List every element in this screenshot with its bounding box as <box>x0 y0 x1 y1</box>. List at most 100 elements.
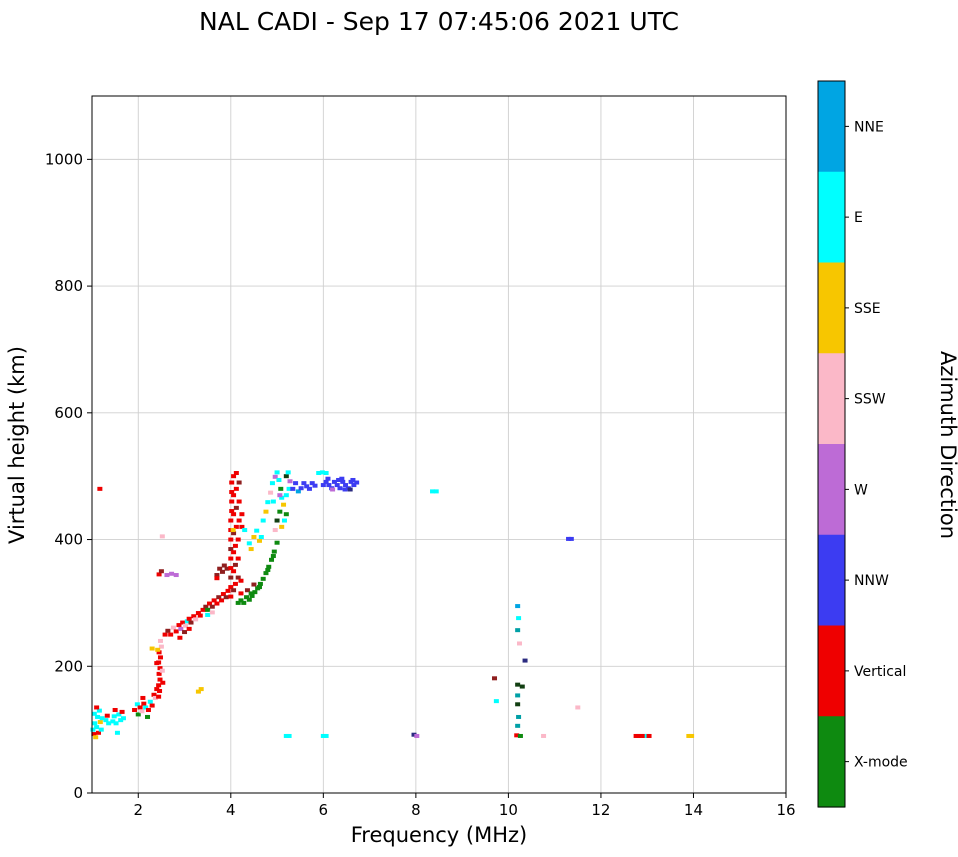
data-point <box>270 499 276 504</box>
data-point <box>295 489 301 494</box>
data-point <box>242 528 248 533</box>
colorbar: NNE E SSE SSW W NNW Vertical X-mode <box>817 80 908 808</box>
data-point <box>522 658 528 663</box>
data-point <box>568 536 574 541</box>
data-point <box>229 499 235 504</box>
data-point <box>277 493 283 498</box>
data-point <box>98 727 104 732</box>
data-point <box>91 711 97 716</box>
data-point <box>281 502 287 507</box>
colorbar-band <box>818 353 845 445</box>
data-point <box>248 547 254 552</box>
data-point <box>287 479 293 484</box>
data-point <box>209 604 215 609</box>
data-point <box>135 712 141 717</box>
data-point <box>230 528 236 533</box>
data-point <box>95 714 101 719</box>
data-point <box>141 701 147 706</box>
data-point <box>95 730 101 735</box>
data-point <box>306 486 312 491</box>
data-point <box>515 693 521 698</box>
data-point <box>283 733 289 738</box>
data-point <box>157 666 163 671</box>
data-point <box>304 484 310 489</box>
data-point <box>143 705 149 710</box>
data-point <box>433 489 439 494</box>
colorbar-band <box>818 262 845 354</box>
data-point <box>254 528 260 533</box>
data-point <box>231 550 237 555</box>
data-point <box>145 714 151 719</box>
data-point <box>251 535 257 540</box>
data-point <box>517 733 523 738</box>
data-point <box>646 733 652 738</box>
data-point <box>112 707 118 712</box>
data-point <box>228 547 234 552</box>
data-point <box>214 573 220 578</box>
data-point <box>414 733 420 738</box>
data-point <box>263 509 269 514</box>
data-point <box>283 474 289 479</box>
y-tick-label: 0 <box>73 784 83 802</box>
data-point <box>246 541 252 546</box>
data-point <box>290 486 296 491</box>
x-axis-label: Frequency (MHz) <box>351 823 527 847</box>
data-point <box>203 604 209 609</box>
data-point <box>97 720 103 725</box>
grid-layer <box>92 96 787 794</box>
data-point <box>158 569 164 574</box>
data-point <box>219 598 225 603</box>
data-point <box>228 594 234 599</box>
data-point <box>270 554 276 559</box>
data-point <box>265 567 271 572</box>
data-point <box>541 733 547 738</box>
data-point <box>566 536 572 541</box>
data-point <box>633 733 639 738</box>
data-point <box>301 481 307 486</box>
data-point <box>162 632 168 637</box>
data-point <box>228 585 234 590</box>
data-point <box>331 479 337 484</box>
data-point <box>182 630 188 635</box>
data-point <box>238 591 244 596</box>
data-point <box>272 528 278 533</box>
data-point <box>180 620 186 625</box>
data-point <box>205 607 211 612</box>
data-point <box>575 705 581 710</box>
data-point <box>238 578 244 583</box>
data-point <box>278 486 284 491</box>
legend-entry-label: NNE <box>854 119 884 135</box>
data-point <box>225 588 231 593</box>
data-point <box>217 566 223 571</box>
data-point <box>274 470 280 475</box>
data-point <box>260 576 266 581</box>
data-point <box>104 713 110 718</box>
y-tick-label: 400 <box>54 531 83 549</box>
legend-entry-label: E <box>854 210 863 226</box>
x-tick-label: 16 <box>776 801 795 819</box>
data-point <box>515 604 521 609</box>
data-point <box>517 641 523 646</box>
data-point <box>114 730 120 735</box>
data-point <box>154 661 160 666</box>
data-point <box>170 625 176 630</box>
data-point <box>316 471 322 476</box>
data-point <box>342 487 348 492</box>
data-point <box>145 707 151 712</box>
data-point <box>326 483 332 488</box>
data-point <box>223 595 229 600</box>
data-point <box>515 723 521 728</box>
data-point <box>119 709 125 714</box>
data-point <box>343 483 349 488</box>
data-point <box>214 601 220 606</box>
colorbar-band <box>818 625 845 717</box>
data-point <box>216 595 222 600</box>
data-point <box>113 721 119 726</box>
data-point <box>286 733 292 738</box>
data-point <box>209 610 215 615</box>
data-point <box>164 573 170 578</box>
data-point <box>173 629 179 634</box>
data-point <box>116 712 122 717</box>
data-point <box>152 695 158 700</box>
data-point <box>266 564 272 569</box>
